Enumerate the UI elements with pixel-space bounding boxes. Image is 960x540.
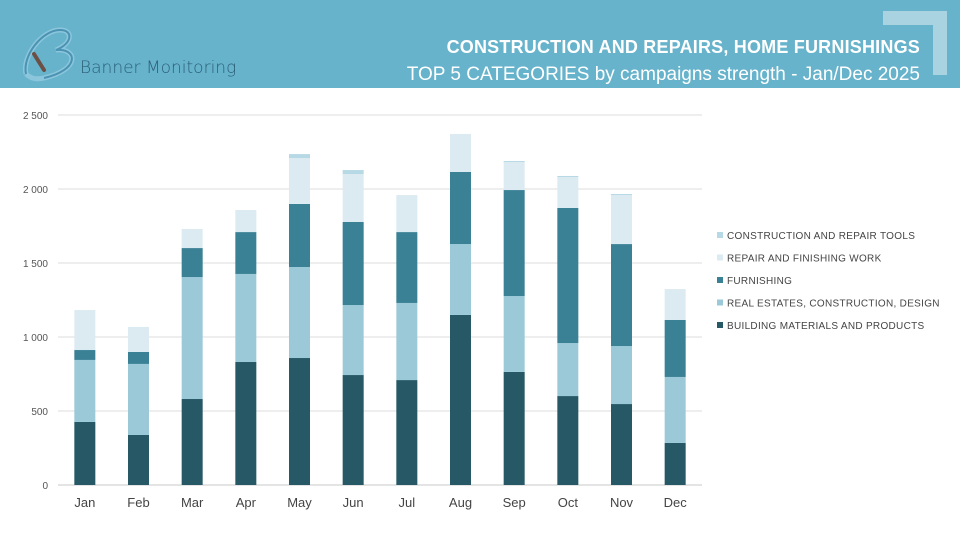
stacked-bar-chart: 0 500 1 000 1 500 2 000 2 500 Jan Feb Mar Apr May…: [23, 111, 940, 510]
bar-segment-may-series-2: [289, 203, 310, 267]
bar-segment-nov-series-3: [611, 195, 632, 245]
bar-segment-nov-series-1: [611, 346, 632, 405]
brand-name: Banner Monitoring: [80, 58, 237, 78]
x-tick-label: Feb: [127, 495, 149, 510]
bar-segment-dec-series-2: [664, 319, 686, 377]
y-tick-label: 2 000: [23, 185, 48, 196]
x-tick-label: Jul: [399, 495, 416, 510]
legend-swatch: [717, 322, 723, 328]
bar-segment-may-series-4: [289, 154, 310, 159]
bar-segment-may-series-0: [289, 358, 310, 485]
bar-segment-may-series-3: [289, 158, 310, 204]
bar-segment-oct-series-2: [557, 207, 579, 344]
bar-segment-aug-series-3: [450, 133, 471, 172]
bar-segment-jun-series-0: [342, 375, 364, 485]
header-banner: Banner Monitoring CONSTRUCTION AND REPAI…: [0, 0, 960, 88]
x-tick-label: Sep: [503, 495, 526, 510]
legend-label: REAL ESTATES, CONSTRUCTION, DESIGN: [727, 299, 940, 310]
bar-segment-jun-series-4: [342, 170, 364, 175]
bar-segment-apr-series-2: [235, 232, 257, 274]
corner-bracket-decoration: [883, 11, 947, 75]
x-tick-label: Apr: [236, 495, 257, 510]
bar-segment-mar-series-0: [181, 399, 203, 485]
bar-segment-sep-series-2: [503, 190, 525, 297]
bar-segment-nov-series-0: [611, 404, 632, 485]
legend-swatch: [717, 277, 723, 283]
legend-swatch: [717, 232, 723, 238]
bar-segment-jul-series-0: [396, 380, 418, 485]
x-tick-label: Oct: [558, 495, 579, 510]
bar-segment-dec-series-0: [664, 442, 686, 485]
bar-segment-nov-series-4: [611, 194, 632, 196]
bar-segment-sep-series-3: [503, 162, 525, 191]
bar-segment-jan-series-1: [74, 359, 96, 422]
legend-label: REPAIR AND FINISHING WORK: [727, 254, 882, 265]
bar-segment-may-series-1: [289, 266, 310, 359]
bar-segment-mar-series-2: [181, 248, 203, 278]
y-tick-label: 1 500: [23, 259, 48, 270]
bar-segment-feb-series-1: [128, 363, 149, 435]
bar-segment-oct-series-4: [557, 175, 579, 178]
x-tick-label: Dec: [664, 495, 688, 510]
x-tick-label: Nov: [610, 495, 634, 510]
bar-segment-aug-series-2: [450, 171, 471, 245]
legend-swatch: [717, 254, 723, 261]
bar-segment-jul-series-1: [396, 302, 418, 381]
legend-label: CONSTRUCTION AND REPAIR TOOLS: [727, 231, 915, 242]
bar-segment-feb-series-3: [128, 326, 149, 352]
bar-segment-aug-series-0: [450, 314, 471, 485]
legend-label: BUILDING MATERIALS AND PRODUCTS: [727, 321, 925, 332]
bar-segment-sep-series-4: [503, 161, 525, 163]
banner-monitoring-logo-icon: [23, 27, 75, 82]
legend-label: FURNISHING: [727, 276, 792, 287]
report-title: CONSTRUCTION AND REPAIRS, HOME FURNISHIN…: [446, 37, 920, 57]
bar-segment-apr-series-1: [235, 273, 257, 363]
y-tick-label: 0: [42, 481, 48, 492]
bar-segment-dec-series-1: [664, 376, 686, 443]
bar-segment-jun-series-1: [342, 305, 364, 376]
bar-segment-sep-series-1: [503, 296, 525, 372]
x-tick-label: Mar: [181, 495, 204, 510]
bar-segment-aug-series-1: [450, 244, 471, 315]
x-tick-label: May: [287, 495, 312, 510]
x-tick-label: Jan: [74, 495, 95, 510]
bar-segment-jun-series-3: [342, 174, 364, 223]
bar-segment-jan-series-2: [74, 350, 96, 360]
bar-segment-feb-series-2: [128, 351, 149, 364]
bar-segment-mar-series-1: [181, 277, 203, 400]
bar-segment-jan-series-3: [74, 310, 96, 351]
y-tick-label: 2 500: [23, 111, 48, 122]
bar-segment-jan-series-0: [74, 421, 96, 485]
bar-segment-oct-series-1: [557, 343, 579, 397]
y-tick-label: 500: [31, 407, 48, 418]
bar-segment-mar-series-3: [181, 228, 203, 249]
x-tick-label: Aug: [449, 495, 472, 510]
bar-segment-oct-series-0: [557, 396, 579, 485]
bar-segment-feb-series-0: [128, 434, 149, 485]
bar-segment-nov-series-2: [611, 244, 632, 347]
y-tick-label: 1 000: [23, 333, 48, 344]
bar-segment-apr-series-0: [235, 362, 257, 485]
x-tick-label: Jun: [343, 495, 364, 510]
bar-segment-apr-series-3: [235, 210, 257, 233]
bar-segment-jul-series-3: [396, 195, 418, 233]
bar-segment-dec-series-3: [664, 289, 686, 320]
legend-swatch: [717, 299, 723, 306]
bar-segment-oct-series-3: [557, 177, 579, 208]
bar-segment-sep-series-0: [503, 371, 525, 485]
bar-segment-jun-series-2: [342, 222, 364, 306]
bar-segment-jul-series-2: [396, 232, 418, 303]
report-subtitle: TOP 5 CATEGORIES by campaigns strength -…: [406, 64, 920, 85]
